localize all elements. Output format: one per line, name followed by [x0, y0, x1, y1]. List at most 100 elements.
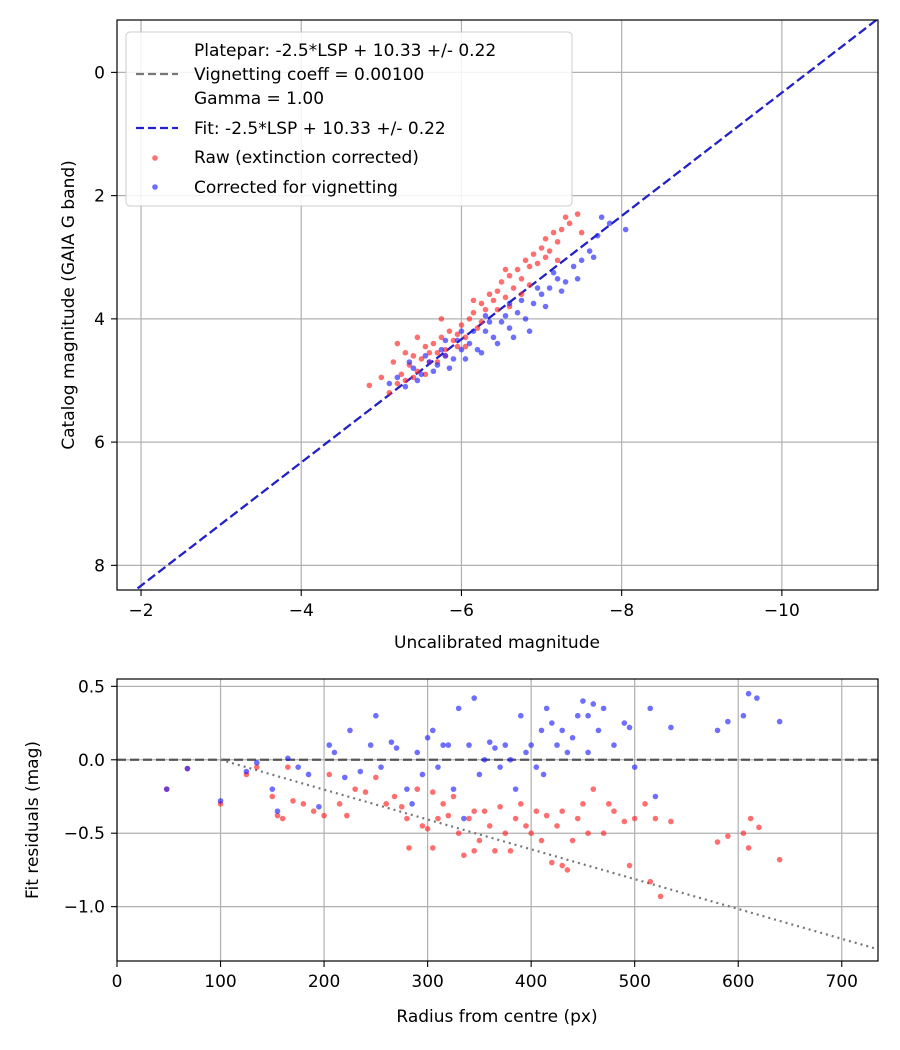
- corrected-point: [526, 328, 533, 334]
- corrected-point: [502, 742, 509, 748]
- raw-point: [366, 382, 373, 389]
- y-tick-label: 8: [94, 556, 105, 576]
- corrected-point: [564, 749, 571, 756]
- raw-point: [378, 374, 385, 381]
- corrected-point: [466, 340, 473, 347]
- corrected-point: [474, 346, 481, 353]
- raw-point: [446, 328, 453, 334]
- corrected-point: [435, 764, 441, 770]
- corrected-point: [373, 712, 379, 719]
- raw-point: [429, 845, 436, 851]
- corrected-point: [530, 300, 537, 307]
- corrected-point: [543, 705, 550, 712]
- corrected-point: [514, 309, 521, 316]
- raw-point: [606, 801, 612, 807]
- corrected-point: [494, 340, 501, 347]
- x-tick-label: 600: [722, 972, 754, 992]
- corrected-point: [393, 745, 400, 751]
- corrected-point: [326, 742, 333, 748]
- corrected-point: [378, 764, 384, 770]
- raw-point: [482, 306, 489, 313]
- top-axis-ticks: −2 −4 −6 −8 −10 0 2 4 6 8: [94, 63, 800, 621]
- raw-point: [490, 297, 497, 304]
- corrected-point: [414, 749, 421, 756]
- corrected-point: [285, 755, 291, 762]
- raw-point: [526, 282, 533, 288]
- raw-point: [414, 334, 421, 341]
- raw-point: [422, 371, 429, 378]
- corrected-point: [163, 786, 170, 792]
- raw-point: [406, 845, 412, 851]
- legend-raw-marker: [152, 155, 158, 161]
- raw-point: [494, 288, 501, 294]
- raw-point: [574, 211, 581, 217]
- raw-point: [554, 257, 561, 264]
- raw-point: [414, 786, 421, 792]
- x-tick-label: 0: [112, 972, 123, 992]
- corrected-point: [402, 383, 409, 390]
- corrected-point: [482, 328, 489, 334]
- corrected-point: [745, 690, 752, 697]
- corrected-point: [386, 380, 393, 387]
- raw-point: [569, 837, 576, 844]
- corrected-point: [595, 727, 602, 734]
- raw-point: [506, 272, 513, 279]
- corrected-point: [409, 801, 415, 807]
- corrected-point: [606, 220, 613, 227]
- raw-point: [466, 815, 472, 822]
- raw-point: [542, 254, 549, 261]
- y-tick-label: 2: [94, 187, 105, 207]
- raw-point: [300, 801, 307, 807]
- corrected-point: [502, 312, 509, 319]
- y-tick-label: 0.5: [78, 677, 105, 697]
- y-tick-label: 4: [94, 310, 105, 330]
- raw-point: [631, 815, 638, 822]
- corrected-point: [594, 232, 601, 239]
- raw-point: [580, 801, 586, 807]
- raw-point: [429, 789, 436, 795]
- corrected-point: [600, 705, 607, 712]
- legend-gamma-text: Gamma = 1.00: [194, 89, 324, 109]
- raw-point: [470, 297, 477, 304]
- raw-point: [647, 878, 654, 885]
- corrected-point: [492, 745, 498, 751]
- bottom-axis-ticks: 0 100 200 300 400 500 600 700 0.5 0.0 −0.5 −1.0: [64, 677, 858, 992]
- corrected-point: [476, 771, 483, 778]
- raw-point: [471, 848, 478, 854]
- raw-point: [497, 803, 503, 810]
- corrected-point: [586, 248, 593, 254]
- corrected-point: [542, 303, 549, 310]
- raw-point: [326, 771, 333, 778]
- y-tick-label: −0.5: [64, 824, 105, 844]
- raw-point: [543, 812, 550, 819]
- raw-point: [394, 380, 401, 387]
- raw-point: [526, 263, 533, 270]
- raw-point: [502, 294, 509, 301]
- corrected-point: [570, 263, 577, 270]
- raw-point: [533, 808, 540, 814]
- corrected-point: [522, 316, 529, 322]
- raw-point: [438, 316, 445, 322]
- corrected-point: [305, 771, 312, 778]
- raw-point: [522, 257, 529, 264]
- raw-point: [528, 830, 534, 837]
- raw-point: [512, 815, 519, 822]
- raw-point: [474, 325, 481, 331]
- raw-point: [642, 801, 648, 807]
- raw-point: [562, 214, 569, 220]
- raw-point: [542, 235, 549, 242]
- legend-platepar-text: Platepar: -2.5*LSP + 10.33 +/- 0.22: [194, 41, 496, 61]
- corrected-point: [422, 353, 429, 359]
- corrected-point: [482, 312, 489, 319]
- raw-point: [611, 808, 617, 814]
- corrected-point: [554, 276, 561, 282]
- raw-point: [486, 823, 493, 829]
- corrected-point: [626, 724, 633, 731]
- corrected-point: [540, 771, 547, 778]
- raw-point: [756, 824, 762, 831]
- raw-point: [668, 818, 674, 825]
- top-scatter-points: [366, 211, 629, 396]
- raw-point: [554, 823, 560, 829]
- corrected-point: [621, 720, 628, 726]
- corrected-point: [404, 786, 410, 792]
